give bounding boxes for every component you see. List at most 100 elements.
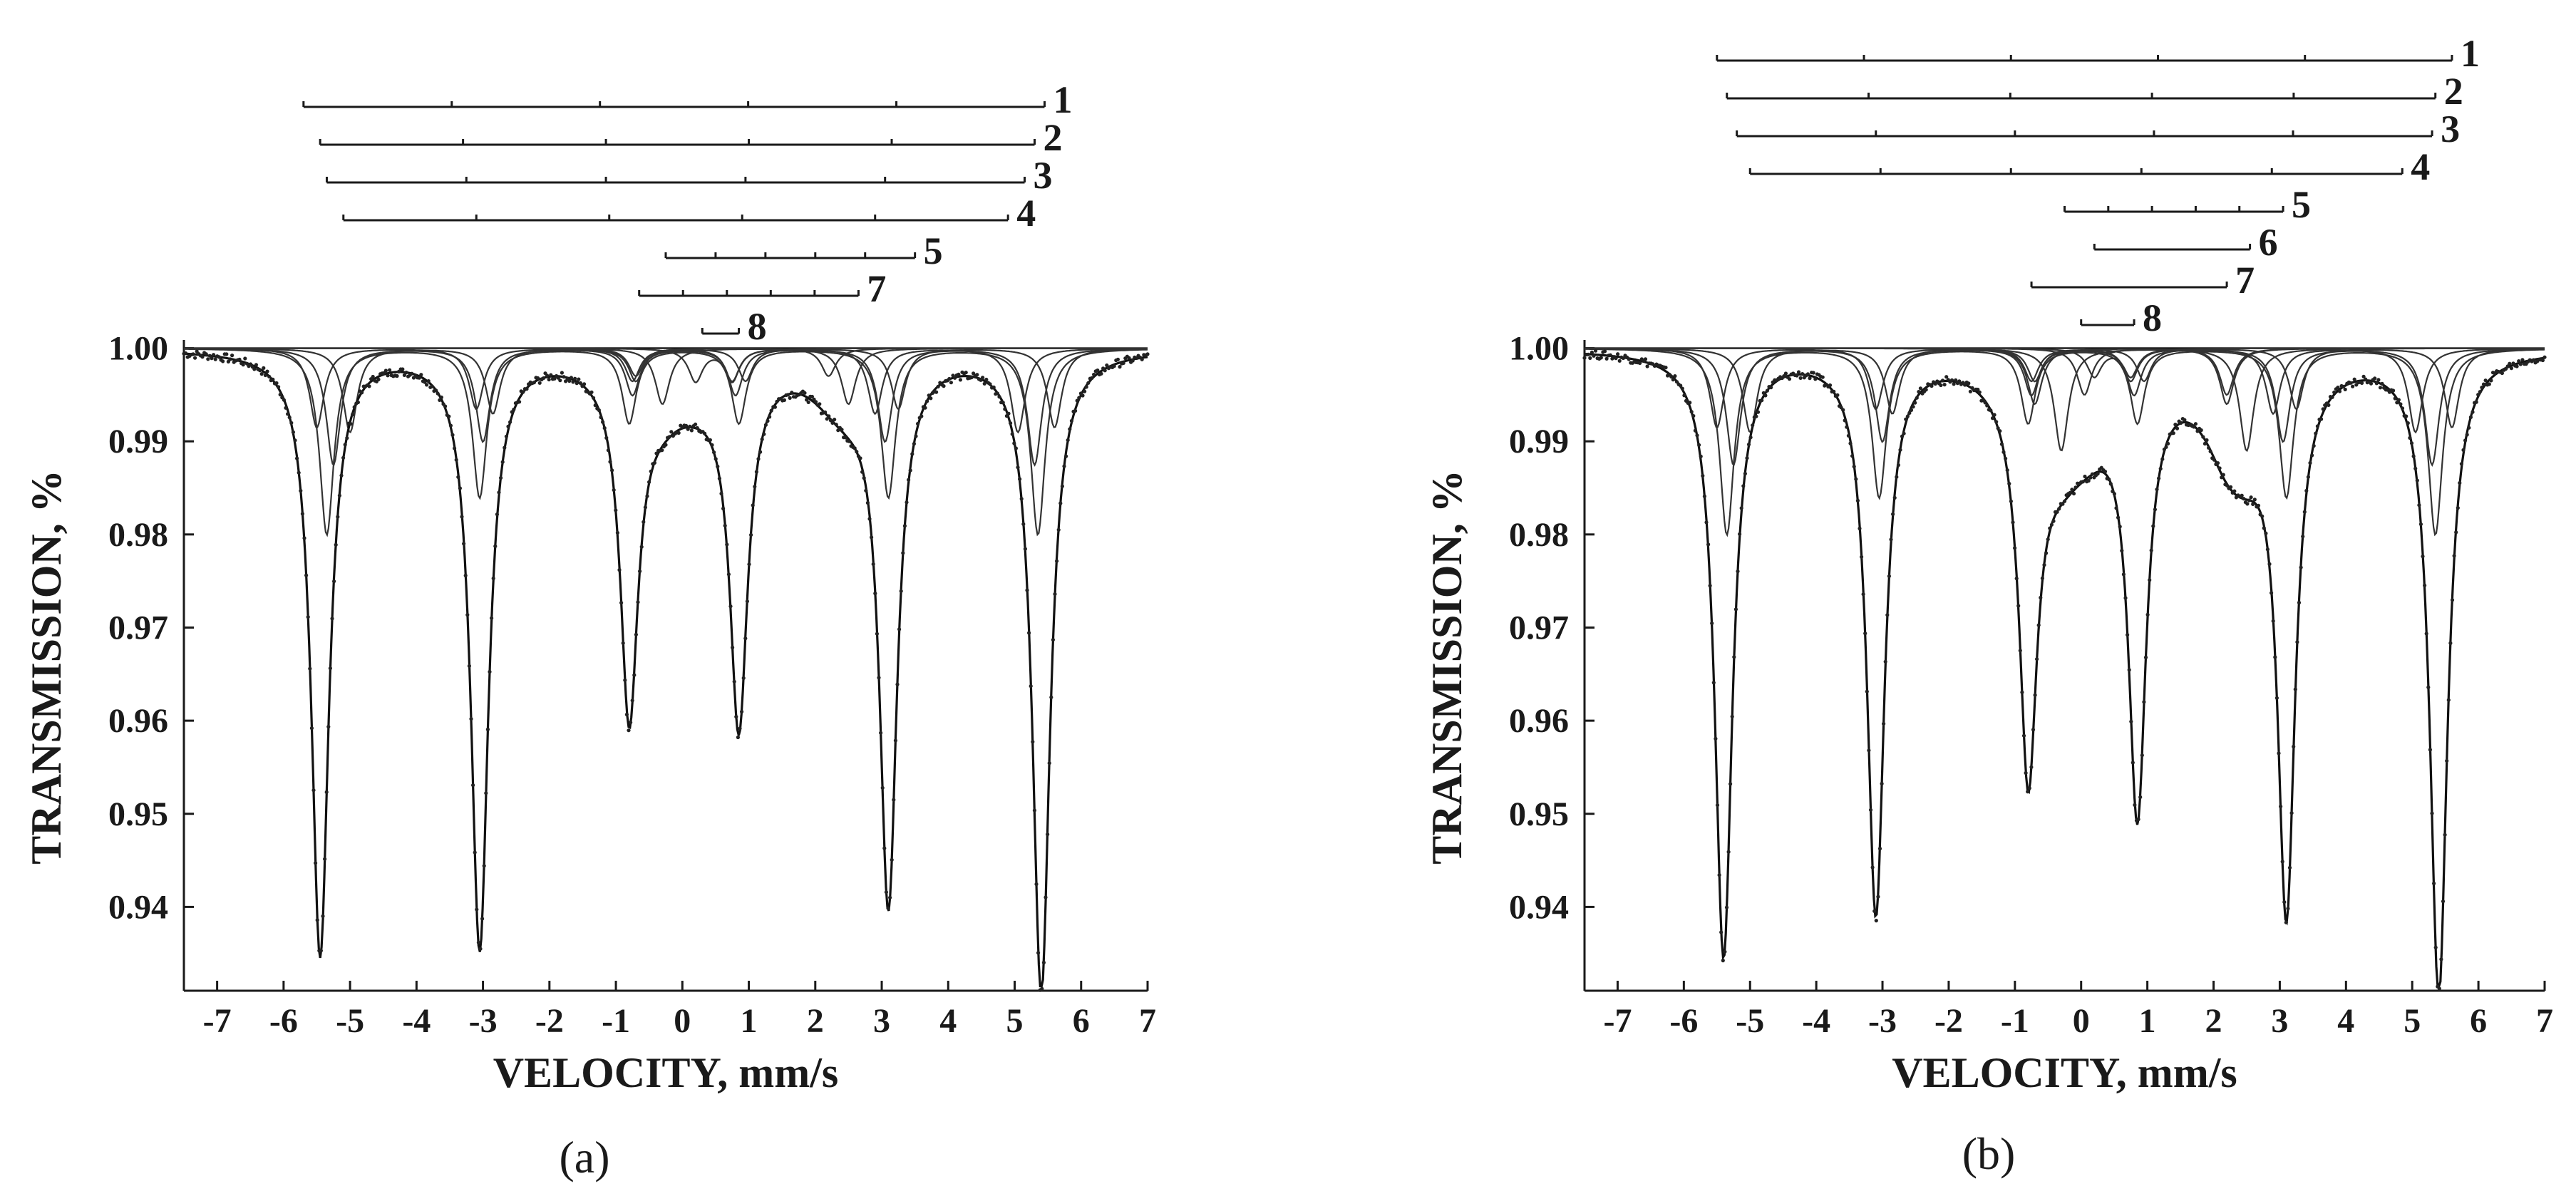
data-point bbox=[2057, 507, 2061, 511]
data-point bbox=[1664, 366, 1668, 370]
data-point bbox=[2500, 371, 2504, 376]
data-point bbox=[2103, 470, 2108, 474]
data-point bbox=[2035, 657, 2039, 661]
data-point bbox=[2404, 414, 2408, 418]
data-point bbox=[299, 488, 303, 493]
stick-diagram-8: 8 bbox=[701, 305, 767, 348]
data-point bbox=[2293, 687, 2297, 691]
data-point bbox=[614, 508, 618, 512]
y-tick-label: 0.98 bbox=[108, 516, 168, 554]
y-tick-label: 1.00 bbox=[1509, 330, 1569, 368]
data-point bbox=[710, 443, 714, 448]
data-point bbox=[2090, 472, 2094, 476]
data-point bbox=[825, 417, 829, 421]
data-point bbox=[395, 373, 399, 378]
data-point bbox=[2509, 366, 2513, 371]
data-point bbox=[1738, 532, 1742, 536]
data-point bbox=[2352, 377, 2356, 381]
data-point bbox=[843, 435, 847, 440]
data-point bbox=[2013, 546, 2017, 550]
x-tick-label: 2 bbox=[2205, 1002, 2222, 1040]
data-point bbox=[484, 791, 488, 795]
x-tick-label: 1 bbox=[741, 1002, 758, 1040]
data-point bbox=[243, 356, 247, 361]
data-point bbox=[1006, 411, 1011, 416]
data-point bbox=[2360, 381, 2364, 386]
data-point bbox=[892, 798, 896, 802]
data-point bbox=[1882, 721, 1886, 726]
data-point bbox=[430, 384, 435, 388]
data-point bbox=[454, 458, 458, 462]
data-point bbox=[756, 457, 761, 461]
data-point bbox=[2295, 640, 2299, 644]
data-point bbox=[902, 524, 907, 528]
data-point bbox=[766, 419, 770, 423]
data-point bbox=[545, 373, 550, 378]
data-point bbox=[2308, 460, 2312, 465]
data-point bbox=[330, 617, 334, 621]
data-point bbox=[2330, 395, 2334, 399]
data-point bbox=[608, 460, 612, 464]
data-point bbox=[478, 947, 483, 951]
data-point bbox=[758, 450, 763, 454]
data-point bbox=[2205, 438, 2209, 443]
data-point bbox=[388, 368, 392, 372]
x-tick-label: -4 bbox=[402, 1002, 431, 1040]
data-point bbox=[556, 376, 560, 380]
data-point bbox=[334, 542, 338, 547]
data-point bbox=[1805, 372, 1810, 376]
data-point bbox=[1001, 401, 1005, 405]
x-tick-label: 5 bbox=[1006, 1002, 1024, 1040]
data-point bbox=[319, 949, 323, 953]
data-point bbox=[2007, 482, 2011, 486]
data-point bbox=[2164, 445, 2168, 449]
data-point bbox=[560, 371, 565, 375]
data-point bbox=[688, 424, 692, 429]
data-point bbox=[1957, 379, 1962, 383]
data-point bbox=[2158, 467, 2163, 471]
data-point bbox=[2166, 441, 2170, 446]
x-tick-label: 7 bbox=[1139, 1002, 1156, 1040]
stick-label: 7 bbox=[2235, 259, 2255, 301]
data-point bbox=[893, 738, 897, 743]
data-point bbox=[567, 378, 572, 383]
data-point bbox=[1835, 393, 1840, 397]
data-point bbox=[1593, 349, 1598, 353]
data-point bbox=[308, 666, 312, 671]
data-point bbox=[2452, 554, 2456, 558]
data-point bbox=[2280, 860, 2284, 864]
data-point bbox=[1582, 356, 1587, 360]
data-point bbox=[426, 379, 431, 383]
data-point bbox=[2267, 562, 2272, 567]
data-point bbox=[1907, 411, 1912, 416]
data-point bbox=[723, 523, 727, 528]
data-point bbox=[1867, 748, 1871, 753]
data-point bbox=[2406, 421, 2410, 426]
data-point bbox=[818, 402, 822, 406]
data-point bbox=[2247, 498, 2252, 502]
data-point bbox=[1116, 357, 1120, 361]
data-point bbox=[2073, 485, 2078, 490]
data-point bbox=[2121, 572, 2126, 577]
data-point bbox=[213, 357, 217, 361]
data-point bbox=[323, 857, 327, 861]
data-point bbox=[1604, 356, 1609, 361]
x-tick-label: -3 bbox=[469, 1002, 498, 1040]
data-point bbox=[1715, 803, 1720, 808]
experimental-points bbox=[182, 349, 1150, 992]
data-point bbox=[1730, 714, 1734, 718]
data-point bbox=[597, 408, 602, 413]
data-point bbox=[1617, 359, 1622, 363]
data-point bbox=[773, 405, 777, 409]
data-point bbox=[1998, 429, 2002, 433]
data-point bbox=[582, 382, 587, 386]
data-point bbox=[775, 399, 779, 404]
data-point bbox=[2505, 364, 2510, 368]
stick-diagram-4: 4 bbox=[342, 192, 1036, 234]
data-point bbox=[184, 351, 188, 356]
envelope-fit-curve bbox=[1584, 352, 2545, 988]
data-point bbox=[1846, 433, 1850, 438]
stick-label: 2 bbox=[1043, 116, 1062, 159]
data-point bbox=[833, 418, 837, 422]
